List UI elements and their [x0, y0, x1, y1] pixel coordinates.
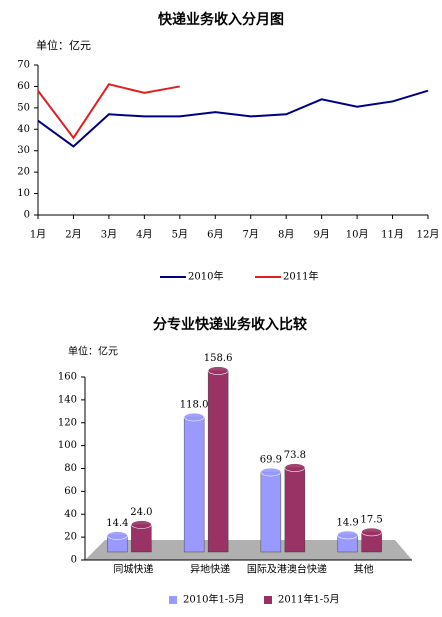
x-tick-label: 6月	[207, 229, 223, 241]
floor	[85, 540, 412, 560]
bar	[260, 471, 282, 553]
y-tick-label: 80	[64, 463, 77, 474]
y-tick-label: 140	[58, 394, 77, 405]
value-label: 24.0	[130, 507, 152, 518]
data-line	[37, 83, 180, 140]
legend-swatch	[169, 596, 177, 604]
bar-top	[337, 530, 358, 540]
bar-top	[183, 412, 205, 422]
chart-title: 快递业务收入分月图	[158, 11, 284, 28]
x-tick-label: 12月	[417, 229, 440, 241]
x-tick-label: 同城快递	[113, 563, 153, 576]
x-tick-label: 国际及港澳台快递	[247, 563, 327, 576]
x-tick-label: 9月	[313, 229, 329, 241]
x-tick-label: 11月	[381, 229, 404, 241]
x-tick-label: 5月	[172, 229, 188, 241]
x-tick-label: 2月	[65, 229, 81, 241]
legend-label: 2011年	[283, 270, 318, 283]
value-label: 158.6	[204, 353, 233, 364]
y-tick-label: 20	[17, 167, 30, 178]
bar-top	[284, 463, 306, 472]
bar	[284, 467, 306, 553]
x-tick-label: 7月	[243, 229, 259, 241]
bar-top	[361, 527, 382, 537]
bar	[207, 370, 229, 553]
y-tick-label: 10	[17, 188, 30, 199]
legend-label: 2010年1-5月	[183, 593, 245, 606]
value-label: 118.0	[180, 400, 209, 411]
x-tick-label: 1月	[30, 229, 46, 241]
y-tick-label: 160	[58, 372, 77, 383]
unit-label: 单位：亿元	[68, 345, 118, 358]
value-label: 14.4	[106, 518, 128, 529]
bar-top	[207, 366, 229, 375]
value-label: 14.9	[336, 517, 358, 528]
y-tick-label: 70	[17, 60, 30, 71]
bar-top	[107, 531, 128, 540]
x-tick-label: 异地快递	[190, 563, 230, 576]
bar-top	[131, 520, 152, 529]
y-tick-label: 0	[71, 555, 77, 566]
y-tick-label: 30	[17, 145, 30, 156]
x-tick-label: 其他	[354, 563, 374, 576]
value-label: 17.5	[360, 514, 382, 525]
y-tick-label: 50	[17, 102, 30, 113]
y-tick-label: 0	[24, 210, 30, 221]
x-tick-label: 3月	[101, 229, 117, 241]
y-tick-label: 60	[17, 81, 30, 92]
unit-label: 单位：亿元	[36, 38, 91, 52]
bar	[183, 416, 205, 553]
y-tick-label: 60	[64, 486, 77, 497]
legend-swatch	[264, 596, 272, 604]
chart-title: 分专业快递业务收入比较	[153, 316, 307, 333]
x-tick-label: 4月	[136, 229, 152, 241]
legend-label: 2010年	[188, 270, 223, 283]
bar-top	[260, 467, 282, 477]
y-tick-label: 40	[64, 509, 77, 520]
y-tick-label: 100	[58, 440, 77, 451]
value-label: 69.9	[260, 455, 282, 466]
value-label: 73.8	[284, 450, 306, 461]
y-tick-label: 20	[64, 532, 77, 543]
x-tick-label: 10月	[346, 229, 369, 241]
legend-label: 2011年1-5月	[278, 593, 340, 606]
y-tick-label: 40	[17, 124, 30, 135]
y-tick-label: 120	[58, 417, 77, 428]
data-line	[37, 89, 429, 148]
x-tick-label: 8月	[278, 229, 294, 241]
